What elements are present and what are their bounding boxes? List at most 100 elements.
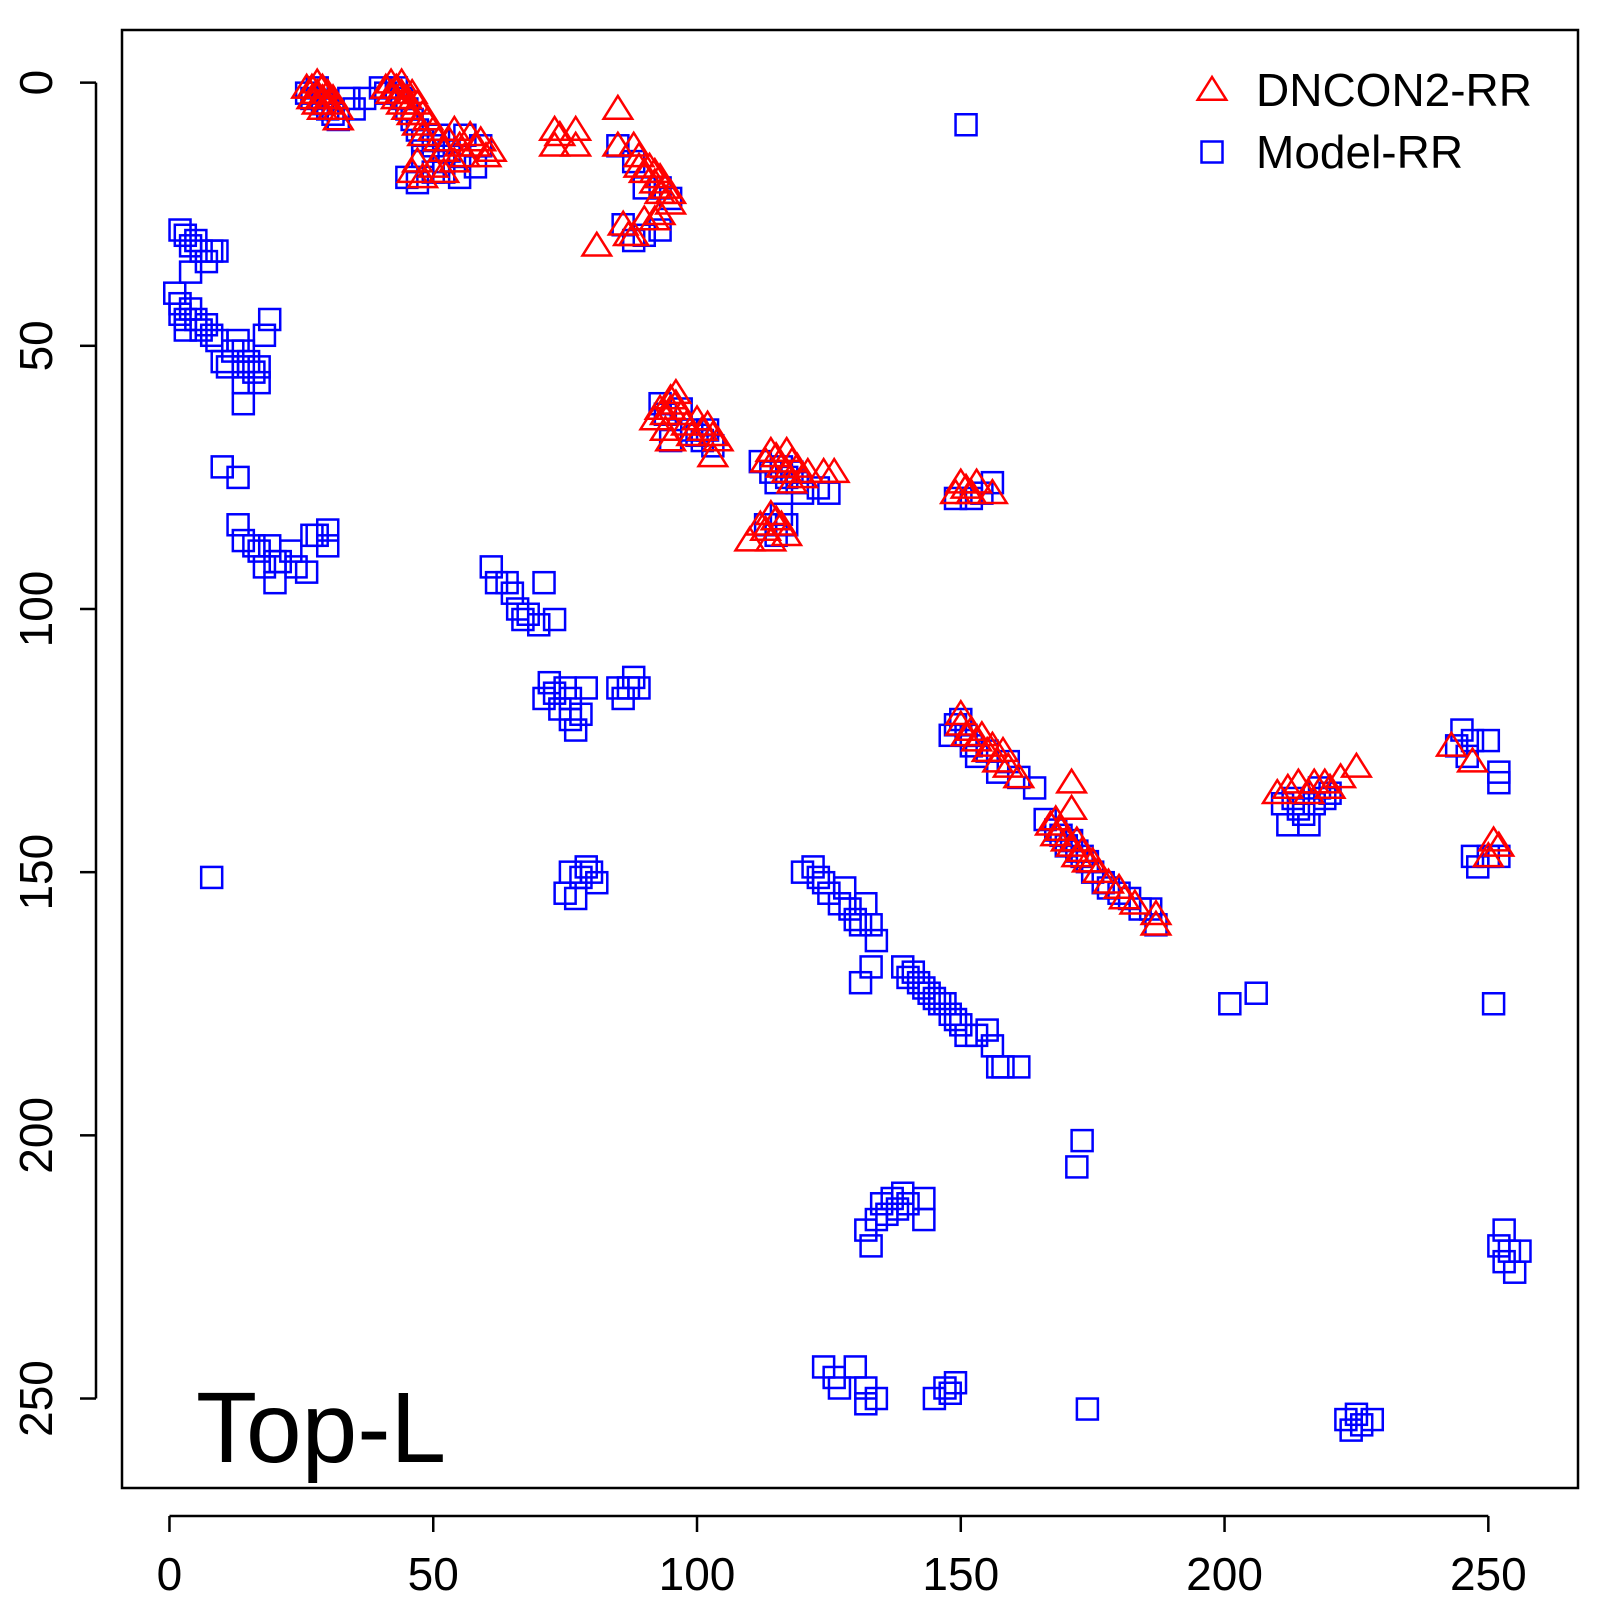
data-point-triangle — [1002, 762, 1036, 789]
data-point-triangle — [949, 472, 983, 499]
x-tick-label: 150 — [922, 1548, 999, 1600]
legend: DNCON2-RR Model-RR — [1195, 64, 1532, 178]
data-point-square — [843, 1355, 868, 1379]
x-tick-label: 100 — [659, 1548, 736, 1600]
x-tick-label: 0 — [157, 1548, 183, 1600]
x-tick-label: 200 — [1186, 1548, 1263, 1600]
data-point-triangle — [1139, 909, 1173, 936]
data-point-square — [1460, 728, 1485, 753]
data-point-triangle — [601, 130, 635, 157]
data-point-triangle — [1308, 767, 1342, 794]
data-point-square — [279, 539, 303, 563]
data-point-triangle — [321, 104, 355, 131]
data-point-square — [569, 702, 593, 727]
data-point-triangle — [1271, 772, 1305, 799]
data-point-triangle — [817, 456, 851, 484]
data-point-square — [864, 1386, 889, 1411]
data-point-square — [1065, 1155, 1089, 1179]
legend-square-icon — [1200, 140, 1224, 164]
data-point-triangle — [1139, 898, 1173, 926]
data-point-square — [553, 881, 577, 905]
data-point-triangle — [759, 504, 793, 531]
data-point-triangle — [960, 725, 994, 752]
data-point-triangle — [944, 698, 978, 726]
plot-area — [120, 28, 1580, 1490]
data-point-square — [315, 518, 340, 542]
data-point-square — [205, 239, 229, 263]
data-point-triangle — [559, 114, 593, 142]
data-point-square — [1218, 992, 1242, 1016]
data-point-square — [1481, 992, 1506, 1016]
data-point-triangle — [559, 130, 593, 157]
data-point-square — [985, 1055, 1010, 1079]
data-point-triangle — [944, 467, 978, 494]
data-point-triangle — [785, 462, 820, 489]
data-point-triangle — [654, 188, 688, 215]
data-point-square — [226, 513, 250, 537]
x-tick-label: 50 — [408, 1548, 459, 1600]
data-point-square — [199, 323, 224, 348]
data-point-triangle — [1055, 793, 1089, 821]
data-point-square — [247, 370, 271, 395]
series-model-rr — [163, 76, 1532, 1442]
data-point-square — [542, 607, 567, 632]
data-point-square — [864, 928, 889, 953]
y-tick-label: 50 — [10, 320, 62, 371]
data-point-square — [527, 613, 551, 637]
data-point-square — [247, 355, 271, 379]
data-point-triangle — [469, 140, 503, 168]
data-point-triangle — [321, 93, 355, 120]
y-tick-label: 0 — [10, 70, 62, 96]
data-point-triangle — [543, 119, 577, 147]
data-point-square — [252, 323, 277, 348]
data-point-square — [1492, 1218, 1516, 1242]
data-point-square — [226, 465, 250, 490]
data-point-square — [231, 391, 256, 416]
data-point-triangle — [617, 219, 651, 247]
data-point-square — [1360, 1407, 1385, 1432]
data-point-square — [991, 1055, 1015, 1079]
data-point-triangle — [406, 119, 440, 147]
data-point-triangle — [754, 498, 788, 526]
data-point-triangle — [975, 477, 1009, 505]
data-markers — [163, 67, 1532, 1442]
data-point-square — [1070, 1128, 1094, 1153]
y-tick-label: 200 — [10, 1097, 62, 1174]
data-point-triangle — [654, 383, 688, 410]
data-point-triangle — [1055, 767, 1089, 794]
data-point-triangle — [538, 114, 572, 142]
data-point-square — [1075, 1397, 1100, 1421]
data-point-square — [912, 1186, 936, 1211]
data-point-square — [1007, 1055, 1031, 1079]
data-point-triangle — [601, 93, 635, 120]
data-point-square — [975, 1018, 999, 1042]
data-point-square — [178, 260, 203, 284]
data-point-triangle — [1477, 825, 1511, 852]
data-point-triangle — [696, 440, 730, 468]
data-point-triangle — [1118, 888, 1152, 915]
data-point-square — [215, 355, 240, 379]
data-point-square — [500, 581, 525, 605]
data-point-triangle — [960, 467, 994, 494]
legend-label: DNCON2-RR — [1256, 64, 1532, 116]
data-point-square — [859, 913, 883, 937]
data-point-triangle — [991, 751, 1025, 778]
data-point-triangle — [1339, 751, 1373, 778]
data-point-triangle — [1482, 830, 1516, 857]
data-point-triangle — [437, 146, 471, 173]
data-point-triangle — [390, 93, 424, 120]
data-point-triangle — [970, 735, 1004, 763]
data-point-square — [479, 555, 504, 579]
data-point-square — [563, 718, 588, 742]
data-point-square — [1508, 1239, 1532, 1263]
data-point-triangle — [580, 230, 614, 257]
y-tick-label: 250 — [10, 1360, 62, 1437]
x-tick-label: 250 — [1450, 1548, 1527, 1600]
data-point-square — [859, 1234, 883, 1258]
data-point-triangle — [474, 135, 508, 163]
y-tick-label: 150 — [10, 834, 62, 911]
data-point-square — [574, 676, 598, 700]
data-point-triangle — [659, 377, 693, 405]
data-point-square — [199, 865, 224, 890]
